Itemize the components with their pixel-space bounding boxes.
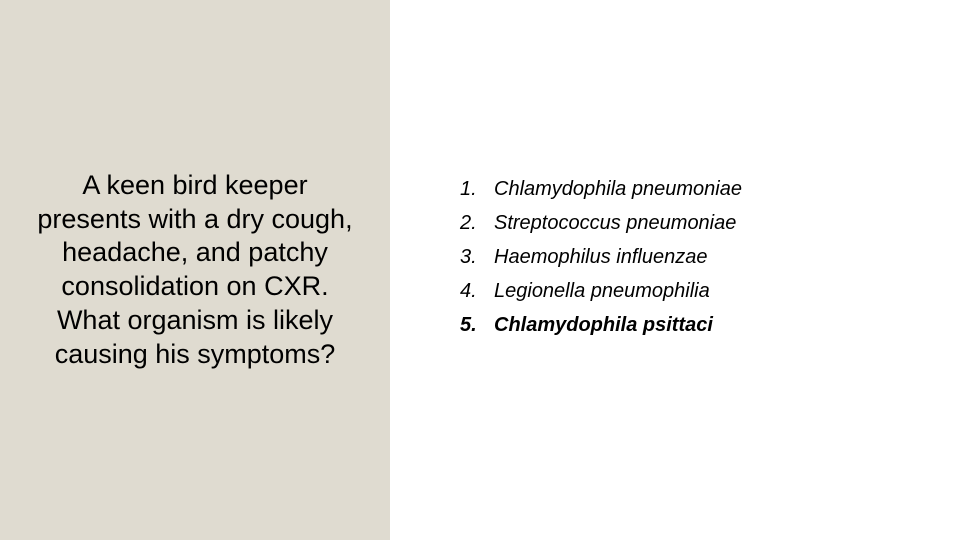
answer-item-5: Chlamydophila psittaci: [460, 308, 960, 342]
answers-list: Chlamydophila pneumoniae Streptococcus p…: [460, 172, 960, 342]
answer-item-1: Chlamydophila pneumoniae: [460, 172, 960, 206]
answer-item-3: Haemophilus influenzae: [460, 240, 960, 274]
question-panel: A keen bird keeper presents with a dry c…: [0, 0, 390, 540]
answer-item-4: Legionella pneumophilia: [460, 274, 960, 308]
answers-panel: Chlamydophila pneumoniae Streptococcus p…: [390, 0, 960, 540]
answer-item-2: Streptococcus pneumoniae: [460, 206, 960, 240]
question-text: A keen bird keeper presents with a dry c…: [28, 169, 362, 372]
